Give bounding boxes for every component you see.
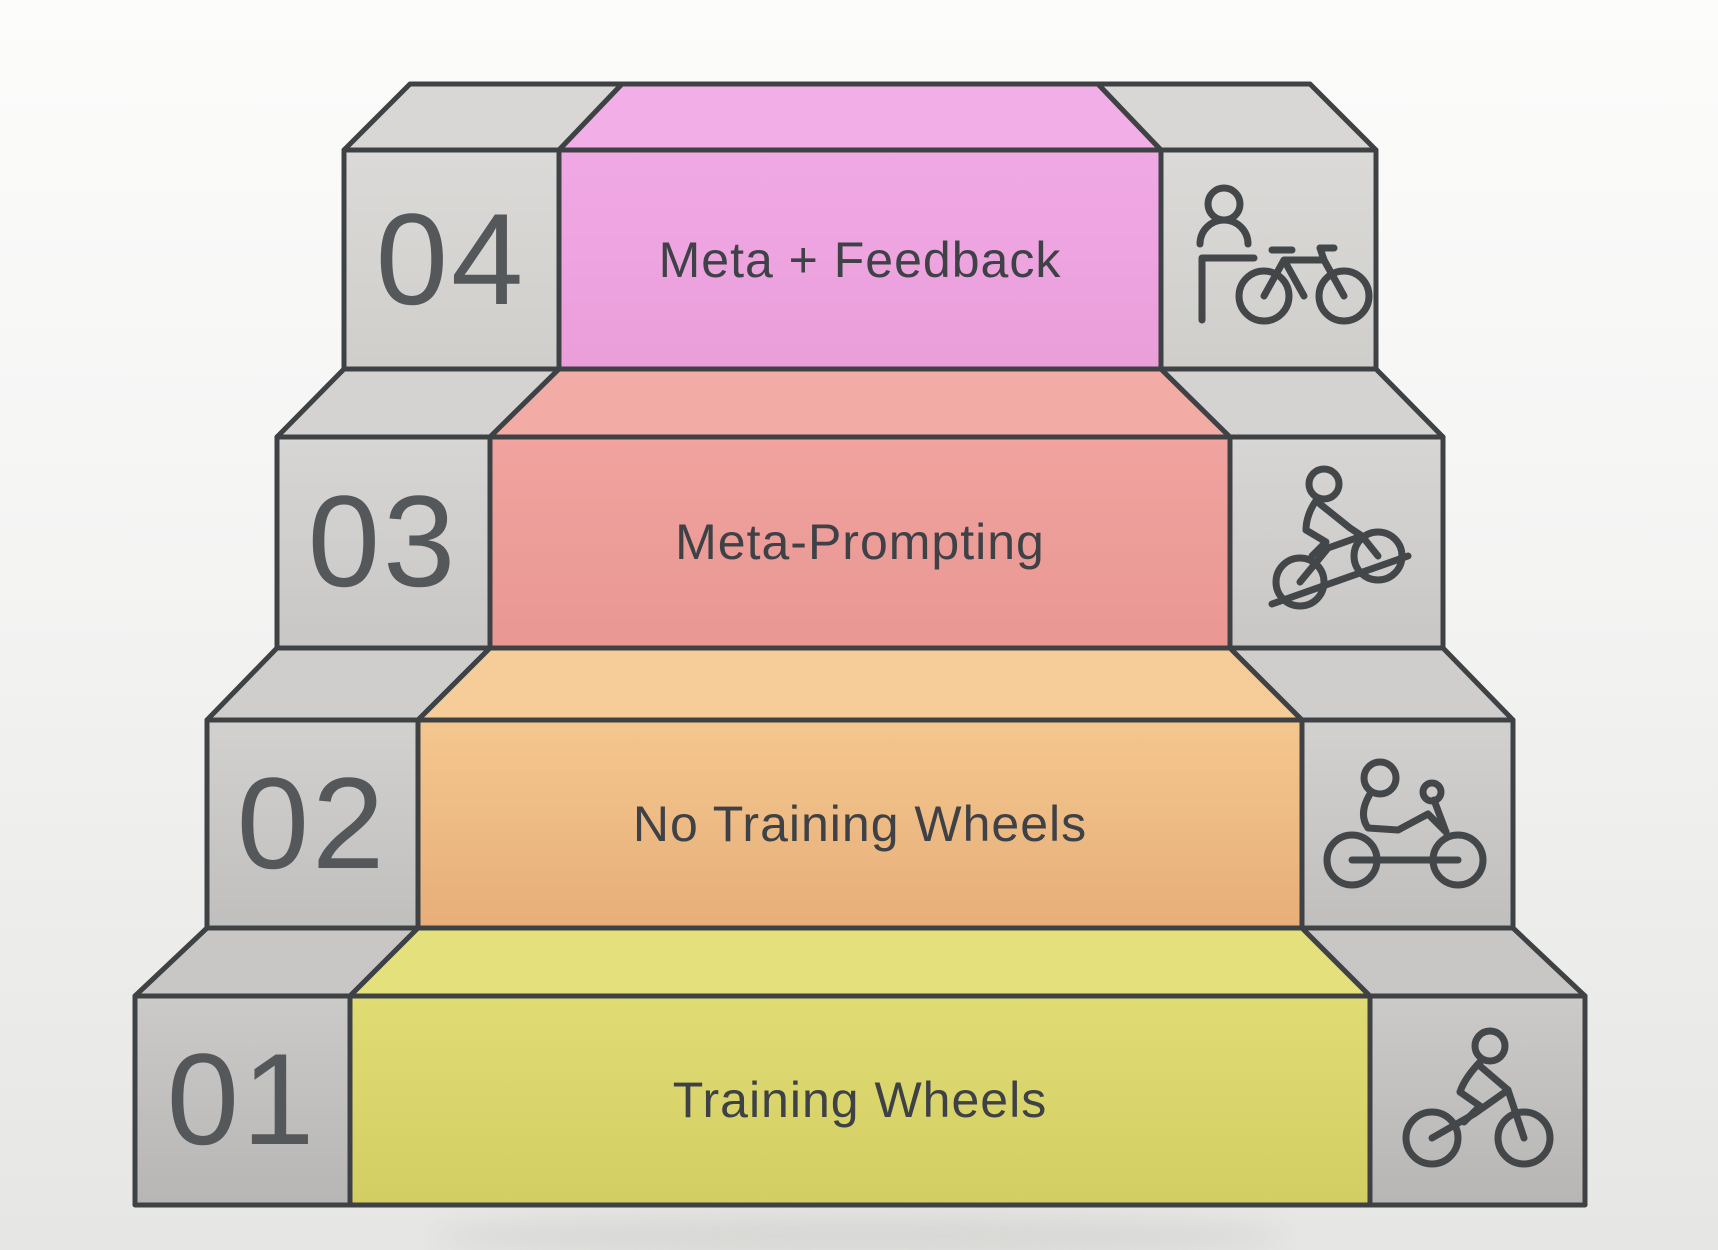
rider-legs (1456, 1088, 1484, 1126)
level-3: 03 Meta-Prompting (274, 366, 1446, 651)
rider-head (1471, 1027, 1509, 1065)
base-shadow (430, 1214, 1290, 1250)
front-wheel (1350, 528, 1406, 584)
level-4: 04 Meta + Feedback (341, 81, 1379, 372)
rider-legs (1394, 810, 1450, 836)
rear-wheel (1272, 554, 1328, 610)
steering-column (1430, 796, 1450, 836)
front-wheel (1494, 1108, 1554, 1168)
bike-frame (1296, 532, 1382, 586)
level-1: 01 Training Wheels (132, 925, 1588, 1208)
rider-arm (1476, 1062, 1512, 1094)
rider-legs (1302, 526, 1330, 560)
bike-handlebar (1316, 244, 1338, 264)
bike-frame (1260, 256, 1348, 300)
front-wheel (1315, 267, 1373, 325)
bike-fork (1504, 1086, 1528, 1142)
level-3-top-surface-panel (487, 366, 1233, 440)
rider-shoulders (1196, 216, 1252, 248)
level-4-top-surface-panel (556, 81, 1164, 153)
level-2: 02 No Training Wheels (204, 645, 1516, 931)
level-2-label-panel (415, 717, 1305, 931)
level-4-label: Meta + Feedback (659, 232, 1062, 288)
level-3-number: 03 (308, 468, 459, 614)
recumbent-bike-icon (1323, 758, 1487, 889)
rider-back-and-seat (1360, 790, 1402, 834)
level-1-top-surface-panel (347, 925, 1373, 999)
level-4-number: 04 (376, 186, 527, 332)
rear-wheel (1402, 1108, 1462, 1168)
level-1-number: 01 (167, 1026, 318, 1172)
level-2-label: No Training Wheels (633, 796, 1087, 852)
level-1-label: Training Wheels (673, 1072, 1047, 1128)
cyclist-icon (1402, 1027, 1554, 1168)
level-4-icon-block (1158, 147, 1379, 372)
level-4-number-block (341, 147, 562, 372)
rider-head (1360, 758, 1400, 798)
level-2-number: 02 (237, 750, 388, 896)
uphill-cyclist-icon (1268, 465, 1412, 610)
bike-stand (1198, 254, 1258, 324)
level-1-label-panel (347, 993, 1373, 1208)
level-1-number-block (132, 993, 353, 1208)
level-3-label: Meta-Prompting (675, 514, 1045, 570)
rear-wheel (1235, 267, 1293, 325)
slope-line (1268, 552, 1412, 608)
rider-arm (1316, 500, 1366, 540)
level-2-top-surface-panel (415, 645, 1305, 723)
person-with-bike-icon (1196, 184, 1373, 325)
rider-head (1305, 465, 1343, 503)
